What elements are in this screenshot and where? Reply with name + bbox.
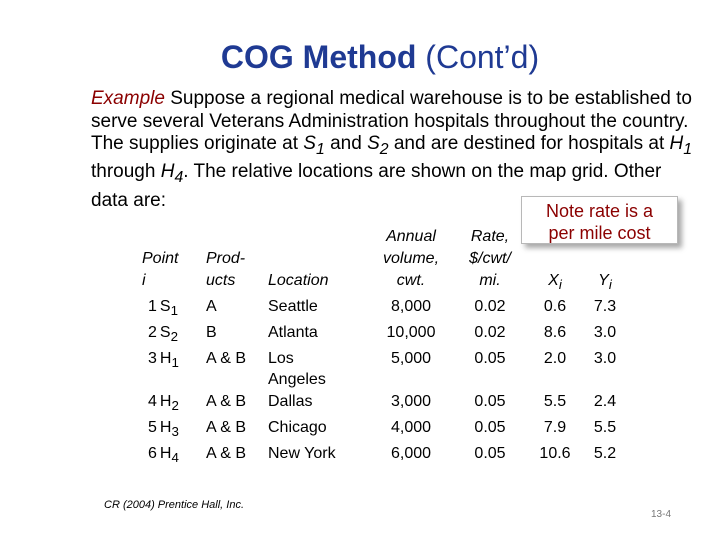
cell-y-coordinate: 5.2: [593, 445, 617, 463]
data-table: Annual Rate, Point Prod- volume, $/cwt/ …: [142, 226, 630, 469]
header-row-1: Annual Rate,: [142, 226, 630, 248]
symbol-s2-sub: 2: [379, 140, 389, 158]
cell-volume: 6,000: [390, 445, 432, 463]
cell-volume: 5,000: [390, 349, 432, 367]
symbol-s2: S: [367, 133, 380, 154]
cell-location: Seattle: [268, 297, 318, 315]
note-line-2: per mile cost: [548, 223, 651, 243]
header-prod-1: Prod-: [206, 249, 246, 267]
symbol-h4-sub: 4: [174, 169, 184, 187]
intro-text-1: Suppose a regional medical warehouse is …: [91, 88, 692, 154]
intro-text-4: through: [91, 161, 161, 183]
header-volume-2: volume,: [382, 249, 440, 267]
page-number: 13-4: [651, 509, 672, 520]
table-row: 2 S2 B Atlanta 10,000 0.02 8.6 3.0: [142, 322, 630, 348]
cell-location: Los Angeles: [268, 349, 326, 389]
cell-products: B: [206, 323, 217, 341]
header-volume-1: Annual: [386, 228, 436, 245]
header-point-2: i: [142, 271, 146, 289]
header-row-2: Point Prod- volume, $/cwt/: [142, 248, 630, 270]
table-row: 6 H4 A & B New York 6,000 0.05 10.6 5.2: [142, 443, 630, 469]
cell-x-coordinate: 5.5: [543, 393, 567, 411]
cell-x-coordinate: 10.6: [539, 445, 571, 463]
cell-point: 3 H1: [148, 349, 179, 370]
cell-x-coordinate: 8.6: [543, 323, 567, 341]
table-row: 3 H1 A & B Los Angeles 5,000 0.05 2.0 3.0: [142, 348, 630, 392]
cell-rate: 0.05: [474, 393, 506, 411]
slide-title: COG Method (Cont’d): [0, 38, 720, 76]
intro-text-3: and are destined for hospitals at: [388, 133, 670, 154]
symbol-s1: S: [303, 133, 316, 154]
header-prod-2: ucts: [206, 271, 236, 289]
cell-location: Chicago: [268, 419, 327, 437]
cell-point: 6 H4: [148, 445, 179, 466]
cell-products: A & B: [206, 349, 247, 367]
cell-products: A & B: [206, 445, 247, 463]
table-row: 5 H3 A & B Chicago 4,000 0.05 7.9 5.5: [142, 417, 630, 443]
cell-rate: 0.05: [474, 349, 506, 367]
header-location: Location: [268, 271, 329, 289]
cell-location: New York: [268, 445, 336, 463]
cell-y-coordinate: 3.0: [593, 349, 617, 367]
cell-point: 1 S1: [148, 297, 178, 318]
header-y: Yi: [598, 271, 612, 292]
cell-x-coordinate: 7.9: [543, 419, 567, 437]
table-row: 4 H2 A & B Dallas 3,000 0.05 5.5 2.4: [142, 391, 630, 417]
cell-volume: 3,000: [390, 393, 432, 411]
cell-products: A & B: [206, 419, 247, 437]
cell-rate: 0.02: [474, 323, 506, 341]
cell-y-coordinate: 2.4: [593, 393, 617, 411]
header-x: Xi: [548, 271, 562, 292]
title-bold: COG Method: [220, 39, 417, 75]
cell-point: 4 H2: [148, 393, 179, 414]
symbol-h1: H: [669, 133, 684, 154]
header-rate-1: Rate,: [470, 228, 510, 245]
cell-volume: 4,000: [390, 419, 432, 437]
table-row: 1 S1 A Seattle 8,000 0.02 0.6 7.3: [142, 296, 630, 322]
cell-rate: 0.02: [474, 297, 506, 315]
note-callout: Note rate is a per mile cost: [521, 196, 678, 244]
cell-products: A: [206, 297, 217, 315]
cell-location: Dallas: [268, 393, 313, 411]
copyright-footer: CR (2004) Prentice Hall, Inc.: [104, 499, 244, 511]
cell-rate: 0.05: [474, 445, 506, 463]
cell-x-coordinate: 2.0: [543, 349, 567, 367]
header-rate-2: $/cwt/: [469, 249, 511, 267]
cell-volume: 10,000: [386, 323, 436, 341]
header-row-3: i ucts Location cwt. mi. Xi Yi: [142, 270, 630, 296]
intro-paragraph: Example Suppose a regional medical wareh…: [91, 88, 701, 212]
symbol-h4: H: [160, 161, 175, 183]
header-rate-3: mi.: [479, 271, 501, 289]
intro-text-2: and: [324, 133, 368, 154]
cell-point: 2 S2: [148, 323, 178, 344]
cell-volume: 8,000: [390, 297, 432, 315]
symbol-s1-sub: 1: [315, 140, 325, 158]
title-rest: (Cont’d): [416, 39, 540, 75]
cell-point: 5 H3: [148, 419, 179, 440]
cell-x-coordinate: 0.6: [543, 297, 567, 315]
example-label: Example: [91, 88, 165, 109]
cell-y-coordinate: 5.5: [593, 419, 617, 437]
header-volume-3: cwt.: [396, 271, 426, 289]
cell-y-coordinate: 3.0: [593, 323, 617, 341]
header-point-1: Point: [142, 249, 179, 267]
note-line-1: Note rate is a: [545, 201, 654, 221]
symbol-h1-sub: 1: [683, 140, 693, 158]
cell-y-coordinate: 7.3: [593, 297, 617, 315]
cell-products: A & B: [206, 393, 247, 411]
cell-rate: 0.05: [474, 419, 506, 437]
intro-text-5: . The relative locations are shown on th…: [91, 161, 662, 211]
cell-location: Atlanta: [268, 323, 318, 341]
